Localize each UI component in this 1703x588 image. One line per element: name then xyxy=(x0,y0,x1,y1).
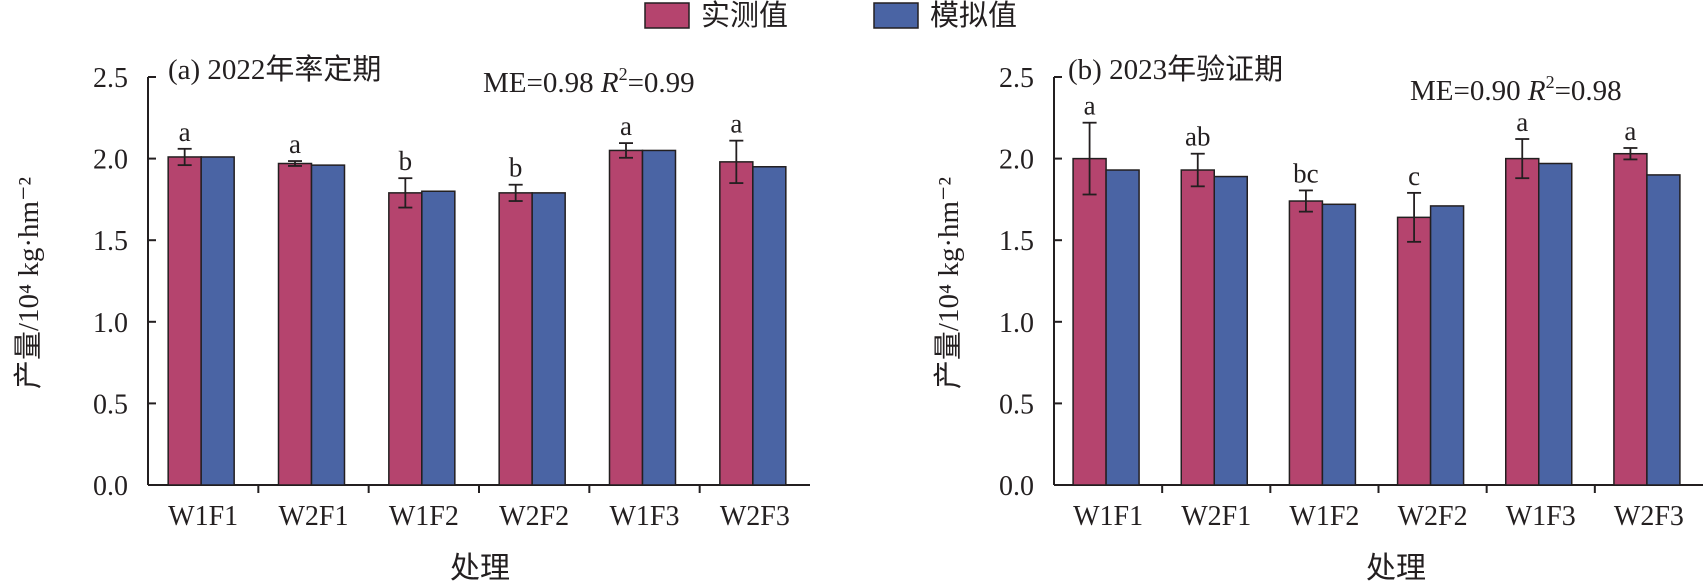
chart-panel-2: 0.0 0.5 1.0 1.5 2.0 2.5 a W1F1 ab W2F1 bc W1F2 c W2F2… xyxy=(932,53,1703,585)
significance-letter-W2F1: a xyxy=(289,129,301,159)
bar-observed-W1F3 xyxy=(608,149,644,486)
bar-observed-W1F2 xyxy=(1288,200,1324,486)
y-tick-label: 0.5 xyxy=(999,389,1034,420)
significance-letter-W1F1: a xyxy=(179,117,191,147)
y-tick-label: 2.0 xyxy=(93,145,128,176)
me-value: ME=0.90 xyxy=(1410,75,1528,107)
bar-simulated-W2F1 xyxy=(1213,175,1248,486)
bar-observed-W1F1 xyxy=(167,156,202,486)
bar-simulated-W1F1 xyxy=(1105,169,1140,486)
chart-title: (a) 2022年率定期 xyxy=(168,53,381,86)
r2-superscript: 2 xyxy=(619,64,628,84)
x-tick-label-W2F3: W2F3 xyxy=(1614,501,1684,532)
x-tick-label-W2F2: W2F2 xyxy=(499,501,569,532)
bar-observed-W2F3 xyxy=(719,161,754,486)
significance-letter-W1F3: a xyxy=(1516,107,1528,137)
bar-observed-W2F2 xyxy=(498,192,533,486)
bar-simulated-W1F3 xyxy=(1538,162,1573,486)
bar-simulated-W1F3 xyxy=(641,149,677,486)
bar-simulated-W1F2 xyxy=(1321,203,1357,486)
y-tick-label: 2.5 xyxy=(93,63,128,94)
bar-observed-W2F2 xyxy=(1396,216,1432,486)
bar-simulated-W1F1 xyxy=(200,156,235,486)
chart-title: (b) 2023年验证期 xyxy=(1068,53,1283,86)
x-tick-label-W2F1: W2F1 xyxy=(1181,501,1251,532)
x-tick-label-W1F2: W1F2 xyxy=(1289,501,1359,532)
y-tick-label: 1.0 xyxy=(93,308,128,339)
legend: 实测值 模拟值 xyxy=(644,0,1017,32)
chart-panel-1: 0.0 0.5 1.0 1.5 2.0 2.5 a W1F1 a W2F1 b W1F2 b W2F2 a W… xyxy=(12,53,810,585)
y-axis-title: 产量/10⁴ kg·hm⁻² xyxy=(12,177,45,389)
bar-simulated-W2F3 xyxy=(1646,174,1681,486)
x-tick-label-W1F1: W1F1 xyxy=(1073,501,1143,532)
bar-observed-W1F1 xyxy=(1072,157,1107,486)
significance-letter-W2F2: b xyxy=(509,153,523,183)
r2-value: =0.99 xyxy=(628,67,695,99)
significance-letter-W1F1: a xyxy=(1084,91,1096,121)
legend-label-1: 实测值 xyxy=(701,0,788,32)
r2-label: R xyxy=(600,67,619,99)
x-tick-label-W1F3: W1F3 xyxy=(1506,501,1576,532)
significance-letter-W2F3: a xyxy=(1624,116,1636,146)
significance-letter-W2F2: c xyxy=(1408,161,1420,191)
bar-simulated-W2F2 xyxy=(531,192,566,486)
y-tick-label: 1.5 xyxy=(93,226,128,257)
bar-simulated-W2F3 xyxy=(752,166,787,486)
model-statistics: ME=0.98 R2=0.99 xyxy=(483,64,695,99)
legend-label-2: 模拟值 xyxy=(930,0,1017,32)
y-tick-label: 2.0 xyxy=(999,145,1034,176)
significance-letter-W2F1: ab xyxy=(1185,122,1210,152)
bar-observed-W1F3 xyxy=(1505,157,1540,486)
bar-observed-W2F3 xyxy=(1613,152,1648,486)
y-axis-title: 产量/10⁴ kg·hm⁻² xyxy=(932,177,965,389)
r2-superscript: 2 xyxy=(1546,72,1555,92)
bar-observed-W1F2 xyxy=(388,192,423,486)
x-tick-label-W2F2: W2F2 xyxy=(1398,501,1468,532)
y-tick-label: 1.0 xyxy=(999,308,1034,339)
bar-simulated-W1F2 xyxy=(421,190,456,486)
x-tick-label-W2F3: W2F3 xyxy=(720,501,790,532)
x-tick-label-W1F3: W1F3 xyxy=(610,501,680,532)
significance-letter-W1F2: bc xyxy=(1293,158,1319,188)
x-axis-title: 处理 xyxy=(450,552,510,585)
r2-value: =0.98 xyxy=(1555,75,1622,107)
y-tick-label: 0.0 xyxy=(93,471,128,502)
y-tick-label: 2.5 xyxy=(999,63,1034,94)
significance-letter-W1F2: b xyxy=(399,146,413,176)
x-tick-label-W1F1: W1F1 xyxy=(168,501,238,532)
legend-swatch-1 xyxy=(644,2,690,29)
x-tick-label-W1F2: W1F2 xyxy=(389,501,459,532)
me-value: ME=0.98 xyxy=(483,67,601,99)
y-tick-label: 0.5 xyxy=(93,389,128,420)
x-axis-title: 处理 xyxy=(1366,552,1426,585)
r2-label: R xyxy=(1527,75,1546,107)
bar-simulated-W2F2 xyxy=(1429,205,1465,486)
bar-simulated-W2F1 xyxy=(310,164,346,486)
significance-letter-W1F3: a xyxy=(620,111,632,141)
significance-letter-W2F3: a xyxy=(730,109,742,139)
bar-observed-W2F1 xyxy=(1180,169,1215,486)
legend-swatch-2 xyxy=(873,2,919,29)
y-tick-label: 0.0 xyxy=(999,471,1034,502)
x-tick-label-W2F1: W2F1 xyxy=(279,501,349,532)
y-tick-label: 1.5 xyxy=(999,226,1034,257)
bar-observed-W2F1 xyxy=(277,162,313,486)
model-statistics: ME=0.90 R2=0.98 xyxy=(1410,72,1622,107)
